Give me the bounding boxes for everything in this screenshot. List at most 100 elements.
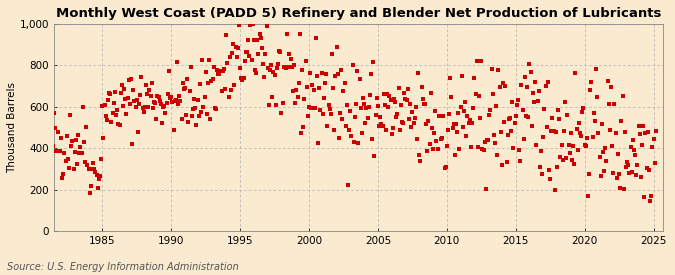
Point [320, 81, 331, 85]
Point [181, 112, 192, 117]
Point [171, 60, 182, 65]
Point [535, 164, 545, 169]
Point [371, 96, 382, 101]
Point [493, 68, 504, 72]
Point [478, 147, 489, 152]
Point [213, 71, 223, 76]
Point [420, 102, 431, 106]
Point [553, 108, 564, 112]
Point [415, 159, 426, 163]
Point [86, 167, 97, 171]
Point [132, 98, 142, 102]
Point [148, 100, 159, 104]
Point [430, 108, 441, 113]
Point [422, 149, 433, 153]
Point [600, 146, 611, 151]
Point [605, 84, 616, 89]
Point [174, 94, 185, 98]
Point [321, 72, 331, 76]
Point [409, 116, 420, 120]
Point [261, 23, 272, 28]
Point [456, 73, 467, 78]
Point [92, 186, 103, 190]
Point [469, 76, 480, 81]
Point [514, 147, 524, 152]
Point [202, 81, 213, 85]
Point [201, 112, 212, 116]
Point [578, 105, 589, 110]
Point [246, 58, 257, 62]
Point [625, 145, 636, 149]
Point [325, 111, 336, 116]
Point [561, 156, 572, 160]
Point [178, 81, 188, 85]
Point [581, 135, 592, 140]
Point [304, 105, 315, 109]
Point [479, 140, 490, 144]
Point [338, 89, 349, 93]
Point [250, 68, 261, 72]
Point [128, 87, 139, 92]
Point [299, 97, 310, 101]
Point [88, 160, 99, 165]
Point [296, 130, 306, 135]
Point [186, 114, 197, 118]
Point [90, 170, 101, 175]
Point [564, 150, 575, 155]
Point [112, 108, 123, 112]
Point [237, 78, 248, 82]
Point [57, 175, 68, 180]
Point [275, 50, 286, 54]
Point [157, 120, 167, 125]
Point [350, 115, 360, 120]
Point [232, 46, 243, 50]
Point [340, 81, 350, 86]
Point [377, 124, 388, 129]
Point [329, 128, 340, 132]
Point [404, 116, 414, 121]
Point [168, 128, 179, 133]
Point [586, 80, 597, 84]
Point [155, 98, 165, 103]
Point [523, 115, 534, 120]
Point [333, 136, 344, 141]
Point [432, 147, 443, 151]
Point [560, 100, 570, 104]
Point [270, 103, 281, 107]
Point [115, 91, 126, 95]
Point [323, 103, 334, 107]
Point [76, 151, 87, 155]
Point [361, 106, 372, 110]
Point [628, 138, 639, 143]
Point [351, 101, 362, 106]
Point [104, 91, 115, 95]
Point [93, 177, 104, 182]
Point [70, 138, 81, 142]
Point [175, 99, 186, 103]
Point [587, 135, 598, 139]
Point [589, 111, 599, 115]
Point [144, 88, 155, 92]
Point [549, 188, 560, 192]
Point [184, 89, 195, 94]
Point [81, 125, 92, 129]
Point [538, 135, 549, 140]
Point [340, 124, 351, 128]
Point [463, 121, 474, 125]
Point [61, 134, 72, 138]
Point [70, 150, 80, 154]
Point [476, 59, 487, 64]
Point [497, 163, 508, 168]
Point [649, 161, 660, 165]
Point [358, 96, 369, 100]
Point [643, 130, 653, 134]
Point [200, 70, 211, 75]
Point [129, 99, 140, 103]
Point [44, 128, 55, 132]
Point [389, 100, 400, 104]
Point [554, 117, 565, 121]
Point [510, 114, 521, 118]
Point [441, 144, 452, 148]
Point [570, 70, 580, 75]
Point [502, 133, 513, 138]
